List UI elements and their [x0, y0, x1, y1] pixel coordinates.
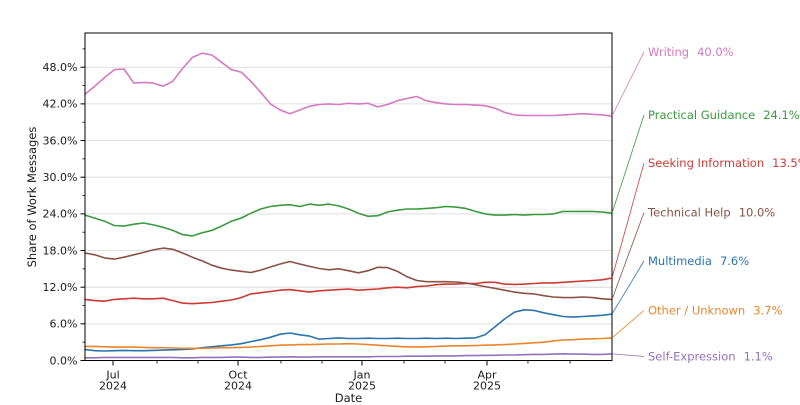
- leader-line-multimedia: [611, 260, 645, 315]
- annotation-leader-lines: [611, 51, 645, 357]
- series-line-practical-guidance: [84, 203, 613, 237]
- series-line-technical-help: [84, 247, 613, 301]
- y-tick-label: 30.0%: [43, 171, 78, 184]
- leader-line-self-expression: [611, 353, 645, 357]
- gridlines: [85, 66, 612, 325]
- leader-line-seeking-information: [611, 162, 645, 279]
- x-tick-label-year: 2024: [99, 380, 127, 393]
- x-axis-label: Date: [335, 391, 363, 405]
- series-label-practical-guidance: Practical Guidance 24.1%: [648, 108, 800, 122]
- y-tick-label: 48.0%: [43, 61, 78, 74]
- series-label-writing: Writing 40.0%: [648, 45, 734, 59]
- y-tick-label: 12.0%: [43, 281, 78, 294]
- leader-line-writing: [611, 51, 645, 117]
- series-label-multimedia: Multimedia 7.6%: [648, 254, 749, 268]
- axis-ticks: 0.0% 6.0% 12.0% 18.0% 24.0% 30.0% 36.0% 42.0% 48…: [43, 48, 571, 393]
- y-tick-label: 18.0%: [43, 244, 78, 257]
- series-line-writing: [84, 52, 613, 117]
- series-line-self-expression: [84, 352, 613, 359]
- leader-line-practical-guidance: [611, 114, 645, 214]
- series-line-multimedia: [84, 308, 613, 352]
- series-label-self-expression: Self-Expression 1.1%: [648, 350, 773, 364]
- plot-border: [84, 32, 613, 361]
- series-line-seeking-information: [84, 277, 613, 305]
- x-tick-label-month: Jul: [105, 369, 119, 382]
- y-tick-label: 24.0%: [43, 208, 78, 221]
- leader-line-other-unknown: [611, 310, 645, 339]
- y-tick-label: 6.0%: [50, 318, 78, 331]
- x-tick-label-month: Jan: [352, 369, 370, 382]
- series-label-technical-help: Technical Help 10.0%: [647, 206, 775, 220]
- x-tick-label-year: 2025: [348, 380, 376, 393]
- x-tick-label-year: 2024: [224, 380, 252, 393]
- series-annotations: Writing 40.0% Practical Guidance 24.1% Seeki…: [647, 45, 800, 364]
- leader-line-technical-help: [611, 212, 645, 300]
- x-tick-label-month: Oct: [229, 369, 249, 382]
- series-lines: [84, 52, 613, 359]
- x-tick-label-year: 2025: [473, 380, 501, 393]
- y-tick-label: 42.0%: [43, 98, 78, 111]
- y-tick-label: 36.0%: [43, 134, 78, 147]
- series-line-other-unknown: [84, 337, 613, 350]
- y-tick-label: 0.0%: [50, 354, 78, 367]
- y-axis-label: Share of Work Messages: [25, 127, 39, 268]
- series-label-other-unknown: Other / Unknown 3.7%: [648, 304, 783, 318]
- x-tick-label-month: Apr: [477, 369, 497, 382]
